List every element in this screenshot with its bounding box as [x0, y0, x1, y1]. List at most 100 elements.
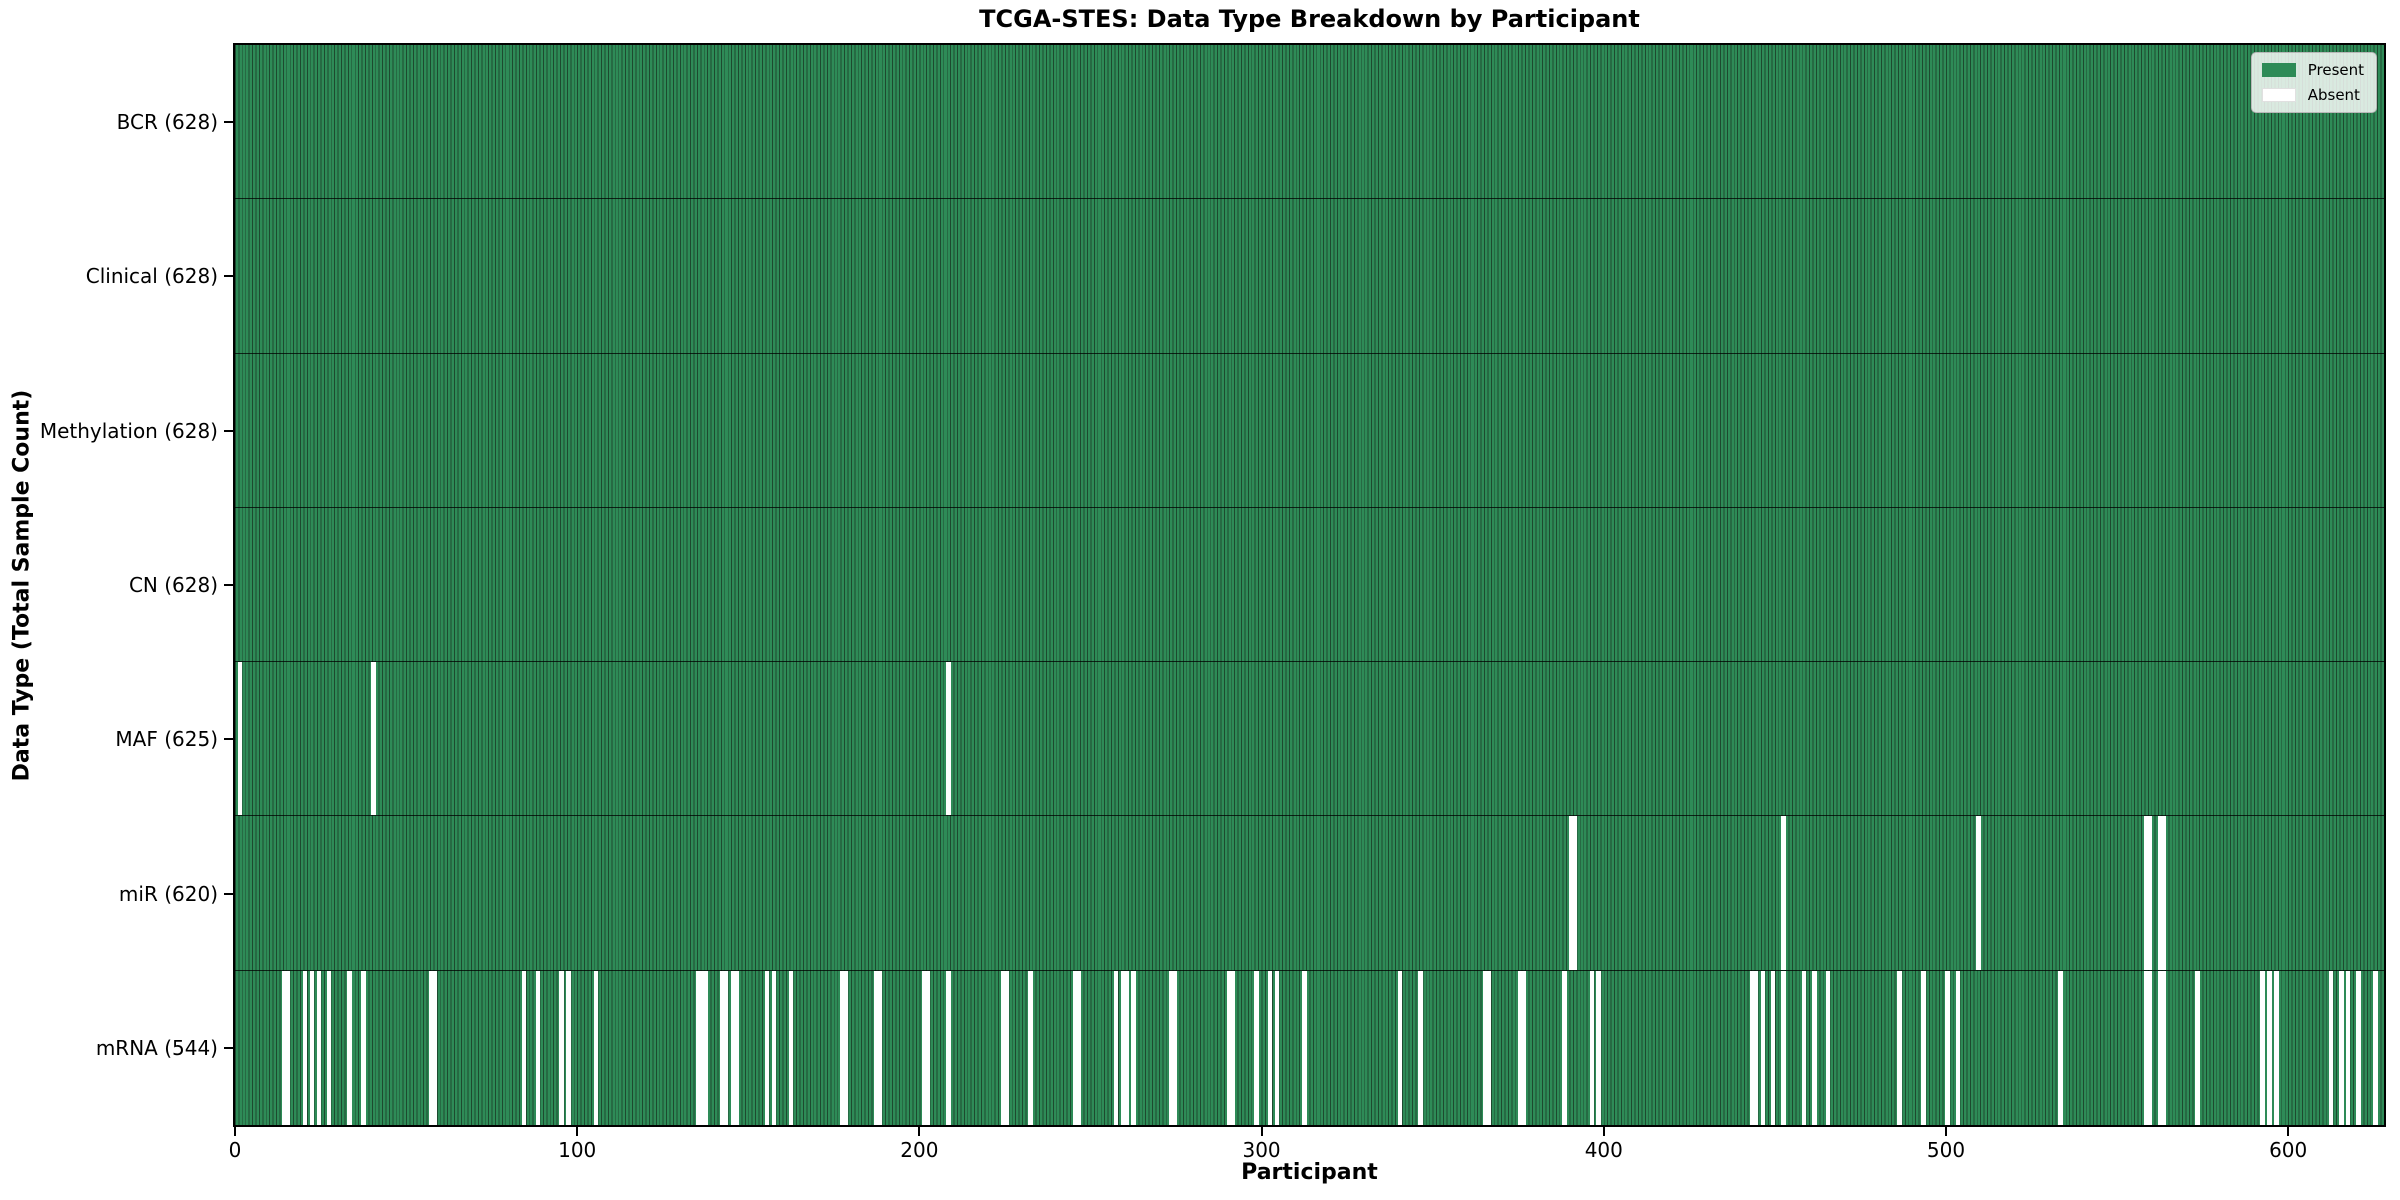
absent-gap-mRNA-533	[2058, 970, 2063, 1125]
absent-gap-miR-559	[2147, 816, 2152, 970]
absent-gap-mRNA-273	[1168, 970, 1174, 1125]
absent-gap-miR-562	[2157, 816, 2163, 970]
present-swatch-icon	[2261, 63, 2296, 77]
row-band-Methylation	[235, 353, 2384, 508]
x-tick-mark	[1602, 1127, 1605, 1136]
absent-gap-miR-390	[1568, 816, 1574, 970]
row-band-CN	[235, 507, 2384, 663]
absent-gap-mRNA-15	[285, 970, 291, 1125]
absent-gap-mRNA-33	[347, 970, 352, 1125]
absent-gap-mRNA-449	[1770, 970, 1776, 1125]
y-tick-mark	[224, 738, 233, 741]
absent-gap-mRNA-559	[2147, 970, 2152, 1125]
absent-gap-mRNA-27	[326, 970, 332, 1125]
absent-gap-mRNA-95	[559, 970, 565, 1125]
absent-gap-mRNA-452	[1781, 970, 1786, 1125]
absent-gap-mRNA-137	[703, 970, 708, 1125]
x-tick-mark	[1944, 1127, 1947, 1136]
absent-gap-mRNA-135	[696, 970, 701, 1125]
absent-gap-miR-509	[1976, 816, 1981, 970]
legend-label: Present	[2307, 61, 2364, 79]
row-band-MAF	[235, 662, 2384, 817]
absent-gap-mRNA-259	[1120, 970, 1126, 1125]
absent-gap-mRNA-365	[1483, 970, 1489, 1125]
absent-gap-mRNA-388	[1562, 970, 1567, 1125]
absent-gap-MAF-40	[371, 662, 376, 816]
absent-gap-mRNA-443	[1750, 970, 1755, 1125]
absent-gap-mRNA-290	[1226, 970, 1232, 1125]
chart-title: TCGA-STES: Data Type Breakdown by Partic…	[979, 5, 1640, 33]
absent-gap-mRNA-202	[925, 970, 931, 1125]
absent-gap-mRNA-620	[2356, 970, 2361, 1125]
absent-gap-mRNA-461	[1811, 970, 1817, 1125]
absent-gap-mRNA-366	[1486, 970, 1492, 1125]
legend-label: Absent	[2307, 86, 2360, 104]
absent-gap-mRNA-155	[764, 970, 770, 1125]
absent-gap-mRNA-458	[1801, 970, 1807, 1125]
absent-gap-mRNA-58	[432, 970, 438, 1125]
absent-gap-mRNA-24	[316, 970, 322, 1125]
y-tick-label-mRNA: mRNA (544)	[95, 1035, 218, 1060]
absent-gap-mRNA-376	[1521, 970, 1526, 1125]
absent-gap-mRNA-346	[1418, 970, 1423, 1125]
absent-gap-miR-563	[2160, 816, 2166, 970]
absent-gap-mRNA-146	[734, 970, 739, 1125]
absent-gap-mRNA-143	[723, 970, 729, 1125]
x-tick-mark	[234, 1127, 236, 1136]
y-tick-label-miR: miR (620)	[118, 881, 218, 906]
legend: Present Absent	[2250, 52, 2377, 113]
absent-gap-mRNA-615	[2338, 970, 2344, 1125]
absent-gap-mRNA-188	[877, 970, 883, 1125]
y-tick-mark	[224, 275, 233, 278]
y-tick-label-Methylation: Methylation (628)	[39, 418, 218, 443]
x-tick-mark	[918, 1127, 921, 1136]
x-tick-label-300: 300	[1242, 1138, 1281, 1162]
x-tick-label-200: 200	[900, 1138, 939, 1162]
y-tick-label-CN: CN (628)	[128, 573, 218, 597]
absent-gap-mRNA-145	[730, 970, 736, 1125]
y-tick-mark	[224, 584, 233, 586]
absent-gap-mRNA-558	[2143, 970, 2149, 1125]
absent-gap-mRNA-157	[771, 970, 777, 1125]
absent-gap-mRNA-105	[593, 970, 599, 1125]
x-tick-label-500: 500	[1926, 1138, 1966, 1162]
absent-gap-mRNA-493	[1921, 970, 1927, 1125]
legend-entry-absent: Absent	[2261, 86, 2364, 104]
x-axis-label: Participant	[1241, 1160, 1378, 1185]
absent-gap-mRNA-486	[1897, 970, 1903, 1125]
x-tick-label-600: 600	[2269, 1138, 2308, 1162]
absent-gap-mRNA-84	[521, 970, 527, 1125]
absent-gap-mRNA-136	[699, 970, 705, 1125]
absent-swatch-icon	[2261, 88, 2296, 102]
absent-gap-mRNA-208	[946, 970, 951, 1125]
row-band-miR	[235, 816, 2384, 971]
absent-gap-mRNA-617	[2345, 970, 2351, 1125]
absent-gap-mRNA-177	[840, 970, 845, 1125]
absent-gap-mRNA-88	[535, 970, 541, 1125]
absent-gap-mRNA-500	[1945, 970, 1950, 1125]
absent-gap-mRNA-562	[2157, 970, 2163, 1125]
x-tick-mark	[2287, 1127, 2290, 1136]
absent-gap-mRNA-563	[2160, 970, 2166, 1125]
absent-gap-mRNA-465	[1825, 970, 1831, 1125]
absent-gap-mRNA-225	[1004, 970, 1009, 1125]
row-band-BCR	[235, 45, 2384, 200]
absent-gap-MAF-208	[946, 662, 951, 816]
row-band-Clinical	[235, 199, 2384, 354]
absent-gap-mRNA-596	[2273, 970, 2279, 1125]
absent-gap-mRNA-57	[429, 970, 435, 1125]
absent-gap-mRNA-446	[1760, 970, 1766, 1125]
legend-entry-present: Present	[2261, 61, 2364, 79]
absent-gap-mRNA-232	[1028, 970, 1033, 1125]
absent-gap-mRNA-246	[1076, 970, 1081, 1125]
absent-gap-mRNA-304	[1274, 970, 1280, 1125]
x-tick-mark	[576, 1127, 579, 1136]
absent-gap-mRNA-612	[2328, 970, 2334, 1125]
absent-gap-mRNA-97	[566, 970, 571, 1125]
absent-gap-mRNA-594	[2267, 970, 2272, 1125]
absent-gap-mRNA-201	[922, 970, 927, 1125]
absent-gap-mRNA-162	[788, 970, 794, 1125]
absent-gap-mRNA-398	[1596, 970, 1601, 1125]
absent-gap-mRNA-20	[302, 970, 308, 1125]
